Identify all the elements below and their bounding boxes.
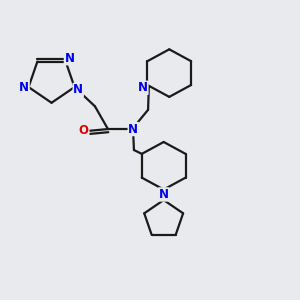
Text: O: O bbox=[79, 124, 89, 137]
Text: N: N bbox=[159, 188, 169, 201]
Text: N: N bbox=[64, 52, 74, 65]
Text: N: N bbox=[138, 81, 148, 94]
Text: N: N bbox=[128, 122, 138, 136]
Text: N: N bbox=[73, 83, 83, 96]
Text: N: N bbox=[19, 81, 29, 94]
